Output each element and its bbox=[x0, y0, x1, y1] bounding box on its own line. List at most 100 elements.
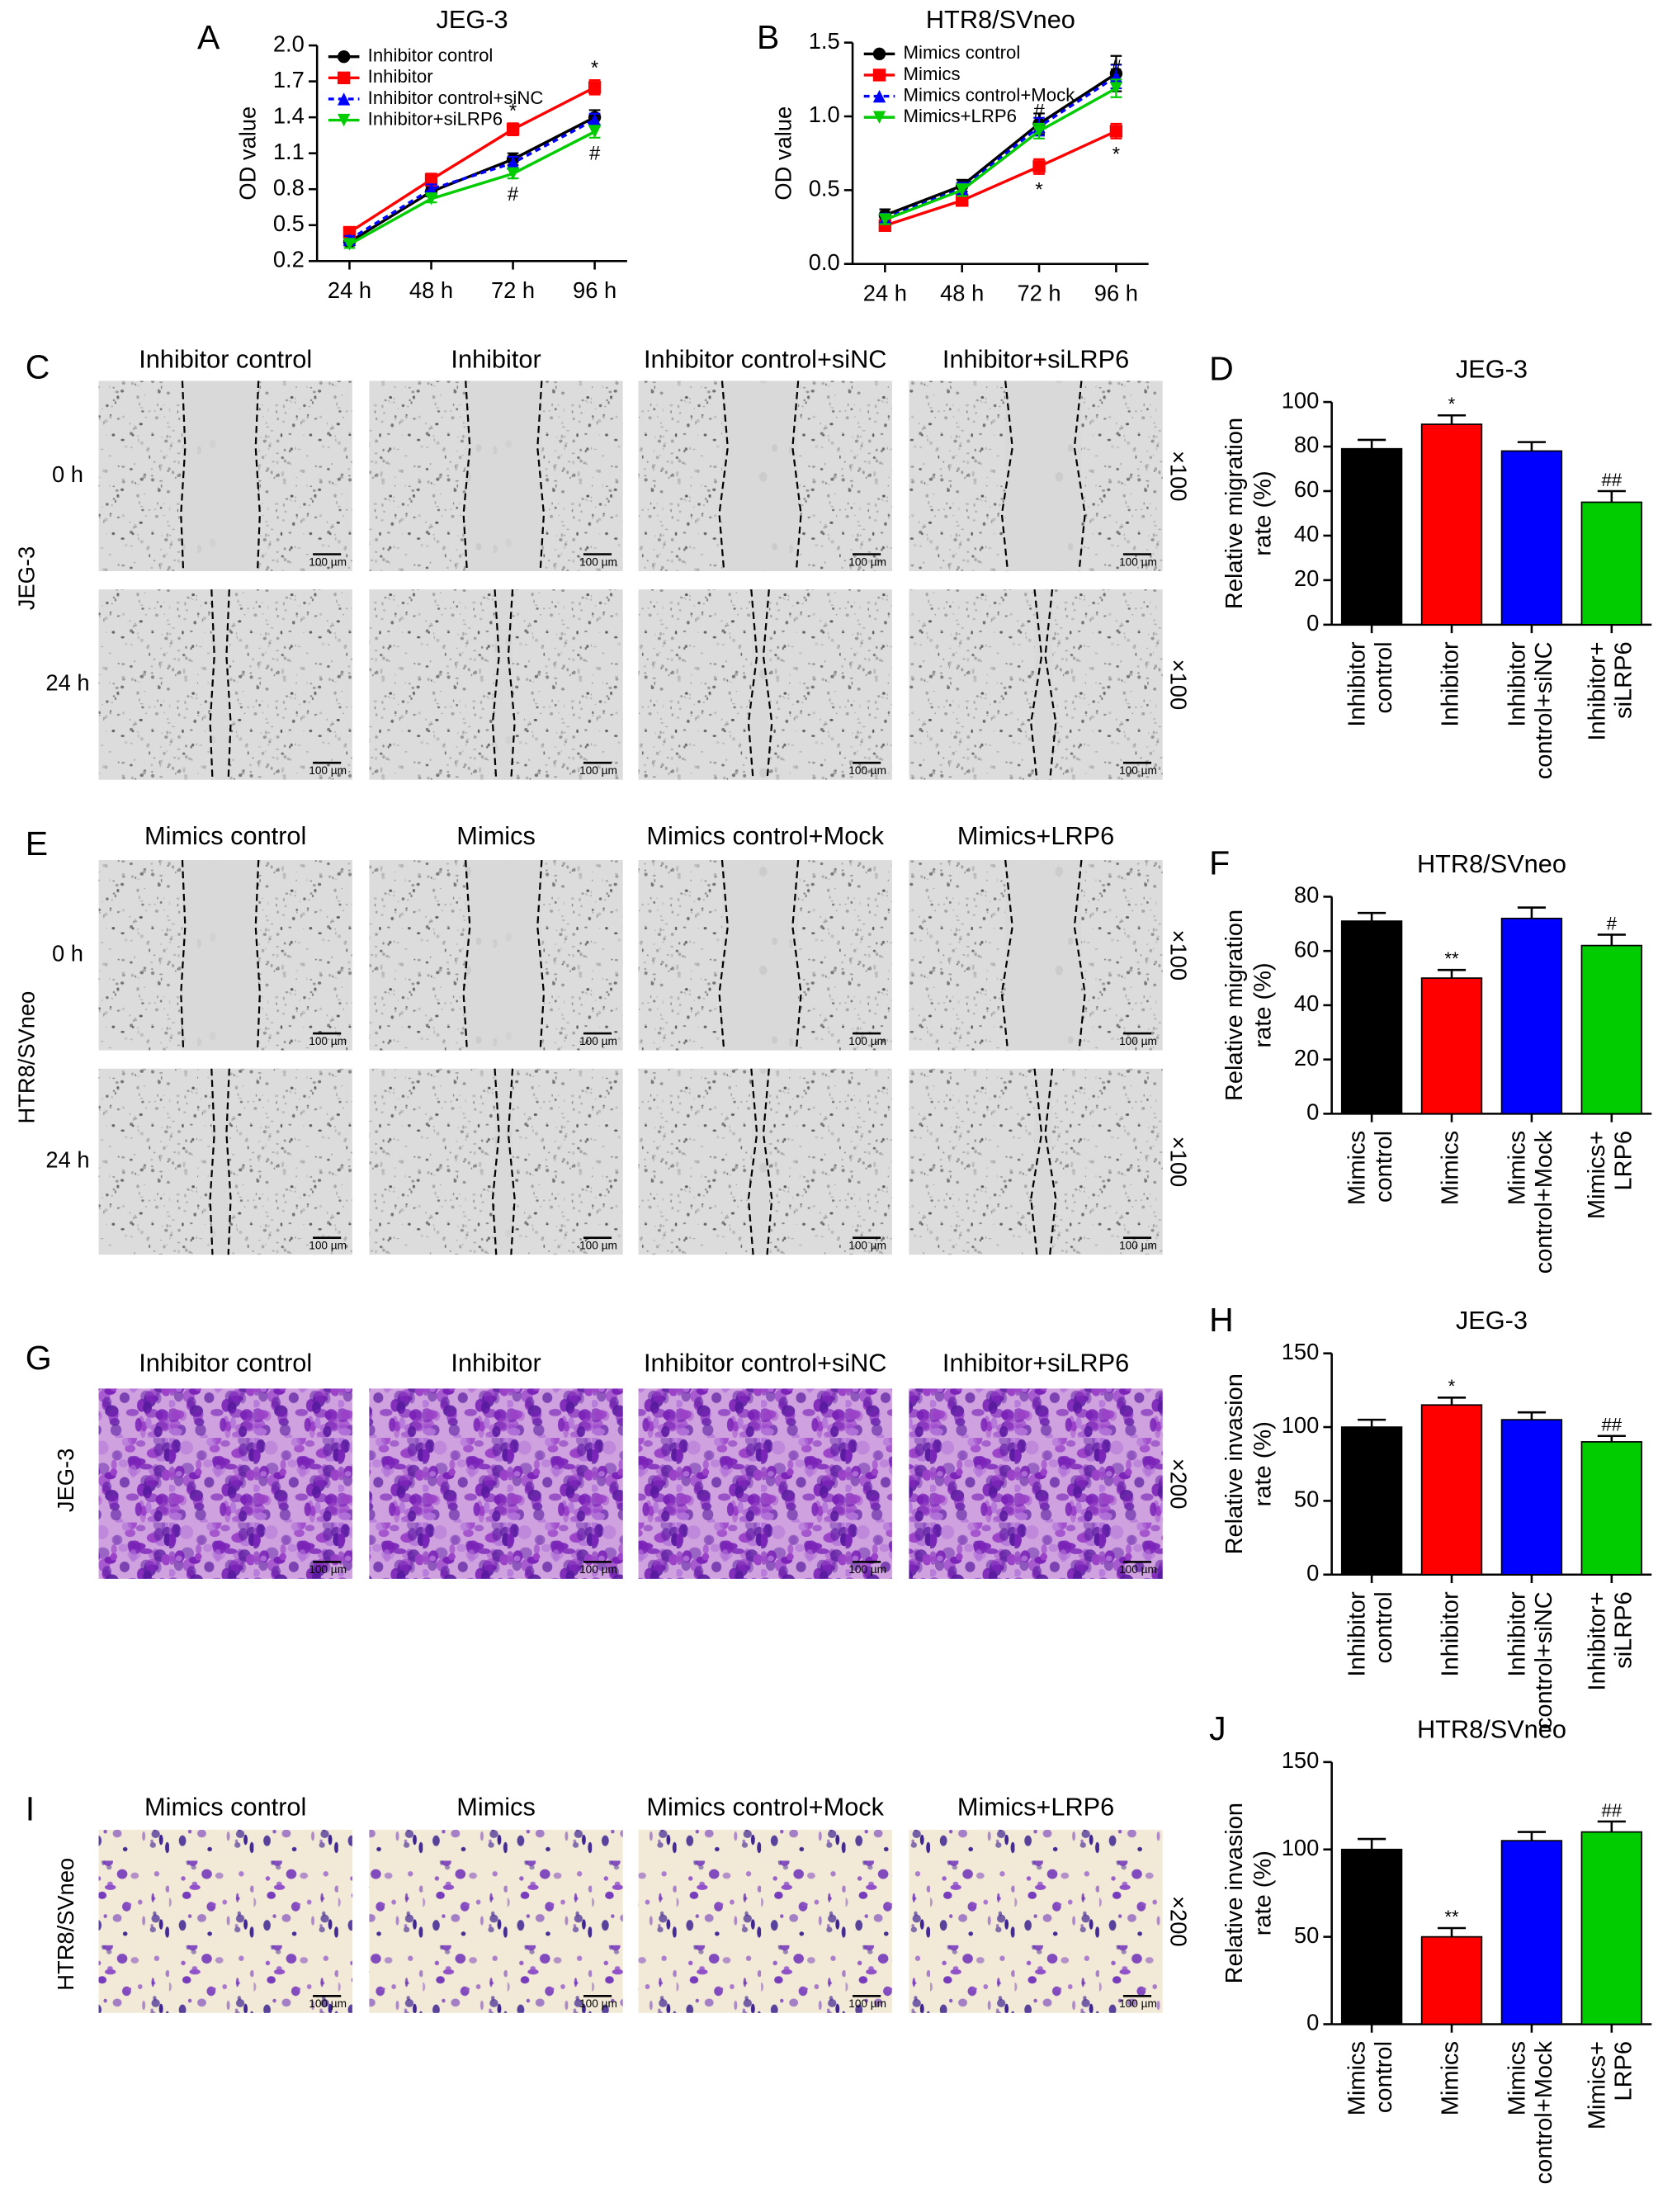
y-axis-label: OD value bbox=[770, 106, 796, 201]
x-tick-label: control bbox=[1371, 1591, 1397, 1663]
legend-label: Mimics bbox=[904, 64, 961, 84]
error-bar bbox=[1358, 438, 1386, 449]
x-tick-label: Mimics bbox=[1344, 1131, 1371, 1205]
cell-line-label: HTR8/SVneo bbox=[53, 1858, 78, 1991]
x-tick-label: control bbox=[1371, 2041, 1397, 2113]
y-tick-label: 150 bbox=[1282, 1747, 1320, 1773]
column-title: Inhibitor control bbox=[139, 1348, 312, 1377]
column-title: Inhibitor bbox=[451, 1348, 541, 1377]
point bbox=[956, 183, 969, 197]
wound-edge bbox=[462, 859, 471, 1051]
column-title: Inhibitor+siLRP6 bbox=[942, 1348, 1129, 1377]
x-tick-label: Mimics bbox=[1504, 1131, 1530, 1205]
wound-edge bbox=[718, 859, 729, 1051]
point bbox=[956, 194, 969, 207]
wound-edge bbox=[747, 589, 758, 780]
panel-letter: G bbox=[26, 1339, 52, 1377]
y-axis-label: Relative invasion bbox=[1221, 1373, 1248, 1554]
scale-bar-label: 100 µm bbox=[579, 1240, 617, 1252]
x-tick-label: Mimics bbox=[1504, 2041, 1530, 2115]
scale-bar-label: 100 µm bbox=[579, 1997, 617, 2010]
wound-gap bbox=[465, 380, 542, 571]
scale-bar-label: 100 µm bbox=[848, 555, 886, 568]
legend-marker bbox=[337, 92, 351, 106]
magnification: ×100 bbox=[1166, 930, 1192, 981]
y-tick-label: 40 bbox=[1294, 990, 1319, 1016]
point bbox=[342, 238, 357, 251]
y-axis-label: Relative migration bbox=[1221, 910, 1248, 1101]
error-bar bbox=[1358, 1837, 1386, 1850]
y-tick-label: 0.2 bbox=[273, 247, 305, 272]
x-tick-label: siLRP6 bbox=[1611, 641, 1637, 719]
x-tick-label: 96 h bbox=[1094, 281, 1138, 306]
legend-label: Mimics+LRP6 bbox=[904, 106, 1017, 126]
y-axis-label: Relative migration bbox=[1221, 418, 1248, 609]
scale-bar-label: 100 µm bbox=[848, 1240, 886, 1252]
scale-bar-label: 100 µm bbox=[848, 1997, 886, 2010]
scale-bar-label: 100 µm bbox=[1119, 555, 1157, 568]
y-axis-label: rate (%) bbox=[1249, 470, 1276, 555]
scale-bar-label: 100 µm bbox=[579, 764, 617, 777]
scale-bar-label: 100 µm bbox=[848, 1035, 886, 1047]
micrograph bbox=[369, 1829, 623, 2013]
legend-label: Inhibitor control+siNC bbox=[368, 87, 544, 108]
legend-marker bbox=[337, 113, 351, 127]
y-tick-label: 1.7 bbox=[273, 67, 305, 92]
y-tick-label: 2.0 bbox=[273, 31, 305, 56]
x-tick-label: control bbox=[1371, 641, 1397, 713]
magnification: ×100 bbox=[1166, 451, 1192, 502]
x-tick-label: Inhibitor bbox=[1344, 641, 1371, 727]
point bbox=[1032, 125, 1046, 138]
bar bbox=[1420, 1404, 1483, 1576]
y-tick-label: 60 bbox=[1294, 936, 1319, 962]
legend-marker bbox=[872, 111, 886, 124]
error-bar bbox=[1437, 1926, 1467, 1937]
wound-edge bbox=[209, 1068, 215, 1255]
column-title: Mimics control bbox=[144, 1792, 306, 1821]
column-title: Mimics control bbox=[144, 821, 306, 850]
row-label: 0 h bbox=[52, 461, 83, 487]
y-tick-label: 0.5 bbox=[273, 210, 305, 236]
wound-gap bbox=[465, 860, 542, 1051]
wound-edge bbox=[1073, 380, 1086, 572]
wound-edge bbox=[762, 1068, 773, 1255]
y-tick-label: 100 bbox=[1282, 387, 1320, 413]
error-bar bbox=[1517, 1831, 1546, 1841]
wound-gap bbox=[494, 1068, 513, 1255]
micrograph bbox=[98, 1388, 352, 1579]
micrograph bbox=[638, 1388, 892, 1579]
x-tick-label: LRP6 bbox=[1611, 1131, 1637, 1191]
scale-bar-label: 100 µm bbox=[309, 555, 347, 568]
error-bar bbox=[1437, 414, 1467, 425]
point bbox=[878, 213, 892, 226]
scale-bar-label: 100 µm bbox=[309, 1240, 347, 1252]
y-axis-label: OD value bbox=[234, 106, 260, 201]
error-bar bbox=[1517, 906, 1546, 919]
legend-label: Mimics control+Mock bbox=[904, 84, 1076, 105]
panel-letter: H bbox=[1209, 1301, 1234, 1339]
bar bbox=[1340, 920, 1403, 1115]
scale-bar-label: 100 µm bbox=[1119, 1240, 1157, 1252]
point bbox=[1109, 82, 1123, 95]
scale-bar-label: 100 µm bbox=[848, 764, 886, 777]
point bbox=[1032, 160, 1046, 173]
x-tick-label: control+siNC bbox=[1531, 1591, 1557, 1729]
series-line bbox=[348, 86, 596, 234]
scale-bar-label: 100 µm bbox=[1119, 764, 1157, 777]
magnification: ×200 bbox=[1166, 1896, 1192, 1947]
x-tick-label: 24 h bbox=[863, 281, 907, 306]
wound-edge bbox=[1000, 859, 1013, 1051]
column-title: Inhibitor+siLRP6 bbox=[942, 345, 1129, 374]
point bbox=[506, 156, 520, 169]
wound-edge bbox=[718, 380, 729, 572]
wound-edge bbox=[1000, 380, 1013, 572]
x-tick-label: Mimics+ bbox=[1584, 1131, 1610, 1219]
x-tick-label: Inhibitor bbox=[1344, 1591, 1371, 1677]
x-tick-label: siLRP6 bbox=[1611, 1591, 1637, 1669]
y-axis-label: rate (%) bbox=[1249, 962, 1276, 1047]
wound-edge bbox=[507, 589, 516, 780]
series-line bbox=[348, 118, 596, 241]
x-tick-label: control bbox=[1371, 1131, 1397, 1203]
y-tick-label: 1.0 bbox=[809, 102, 840, 127]
